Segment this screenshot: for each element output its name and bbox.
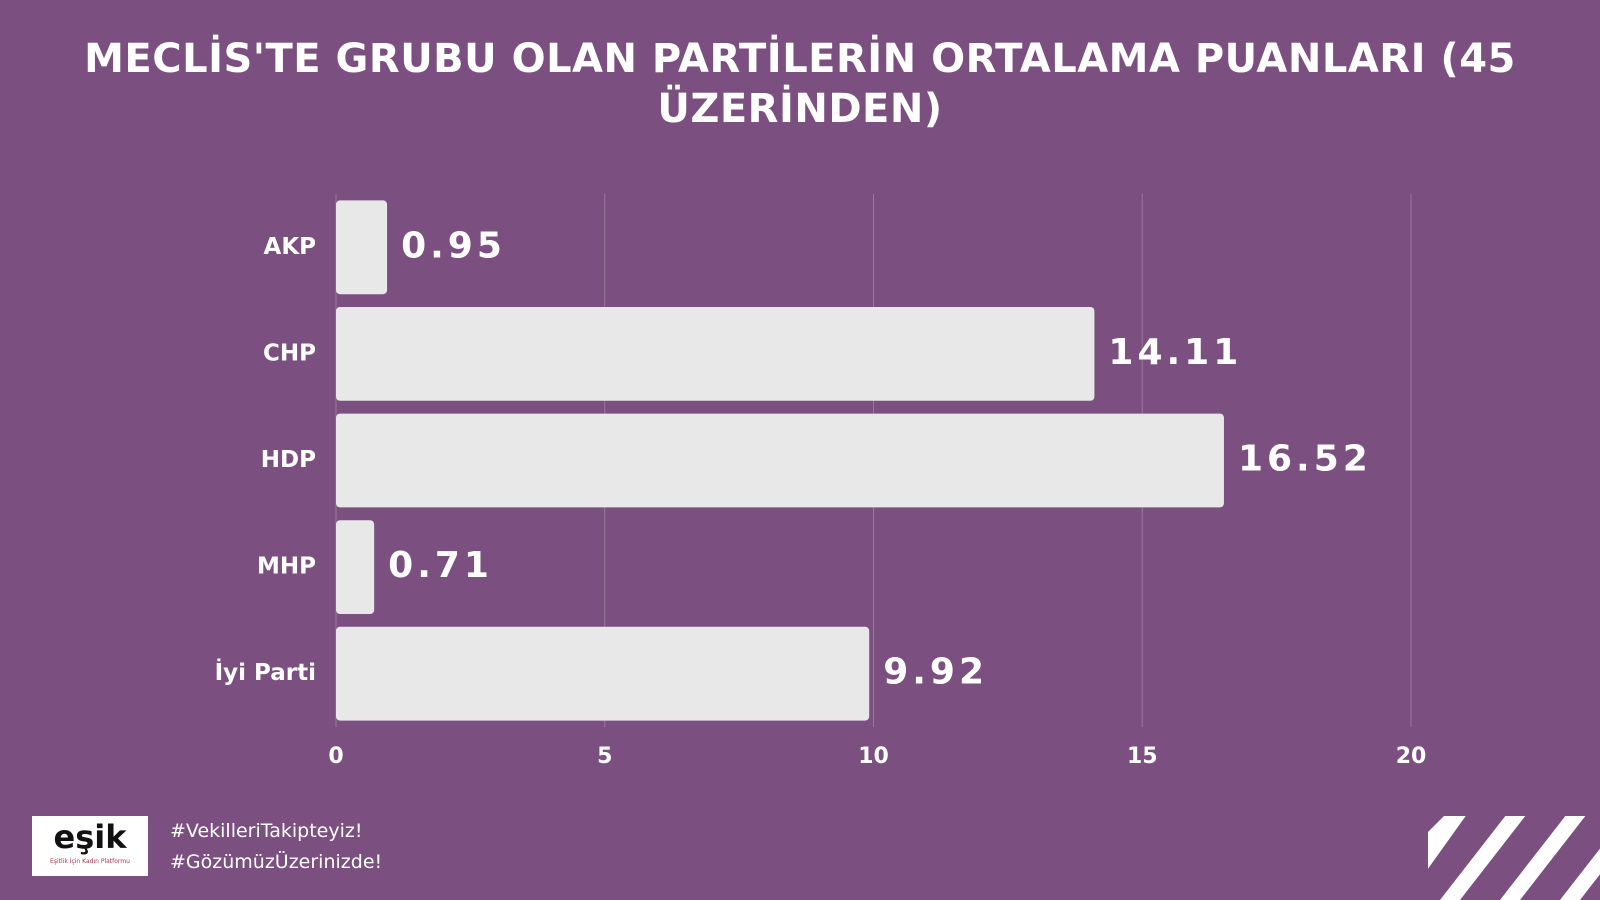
logo-tagline: Eşitlik İçin Kadın Platformu [50,858,130,865]
bar [336,520,375,615]
logo-text: eşik [53,818,127,856]
x-tick-label: 5 [597,744,612,769]
x-tick-label: 20 [1396,744,1427,769]
value-label: 0.95 [401,225,506,266]
y-tick-label: CHP [263,340,316,366]
y-tick-label: İyi Parti [215,658,316,686]
value-label: 16.52 [1238,439,1372,480]
decor-stripes [1428,816,1600,900]
x-tick-label: 0 [328,744,343,769]
x-tick-label: 10 [858,744,889,769]
y-tick-label: AKP [264,234,316,260]
value-label: 14.11 [1108,332,1242,373]
bar [336,413,1224,508]
x-tick-label: 15 [1127,744,1158,769]
bar [336,306,1095,401]
y-tick-label: HDP [261,447,316,473]
hashtag: #GözümüzÜzerinizde! [170,851,383,873]
bar [336,626,870,721]
logo: eşik Eşitlik İçin Kadın Platformu [32,816,148,876]
bar [336,200,388,295]
hashtags: #VekilleriTakipteyiz! #GözümüzÜzerinizde… [170,816,382,878]
value-label: 9.92 [883,652,988,693]
hashtag: #VekilleriTakipteyiz! [170,820,363,842]
value-label: 0.71 [388,545,493,586]
y-tick-label: MHP [257,554,316,580]
chart-title: MECLİS'TE GRUBU OLAN PARTİLERİN ORTALAMA… [84,36,1516,132]
